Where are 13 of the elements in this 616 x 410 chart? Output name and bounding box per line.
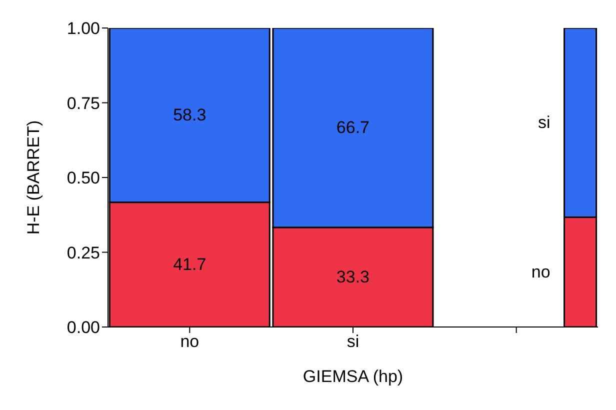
y-tick-label: 0.00 — [66, 318, 100, 338]
y-axis-title: H-E (BARRET) — [24, 120, 44, 235]
series-label: no — [531, 262, 550, 282]
annotation: 58.3 — [173, 106, 206, 125]
y-tick-label: 0.50 — [66, 168, 100, 188]
annotation: 66.7 — [336, 118, 370, 138]
annotation: 33.3 — [336, 268, 370, 287]
y-tick-label: 0.25 — [66, 243, 100, 262]
series-label: si — [538, 113, 550, 132]
x-axis-title: GIEMSA (hp) — [302, 367, 404, 386]
annotation: 41.7 — [173, 255, 206, 274]
y-tick-label: 0.75 — [66, 94, 100, 113]
y-tick-label: 1.00 — [66, 19, 100, 38]
